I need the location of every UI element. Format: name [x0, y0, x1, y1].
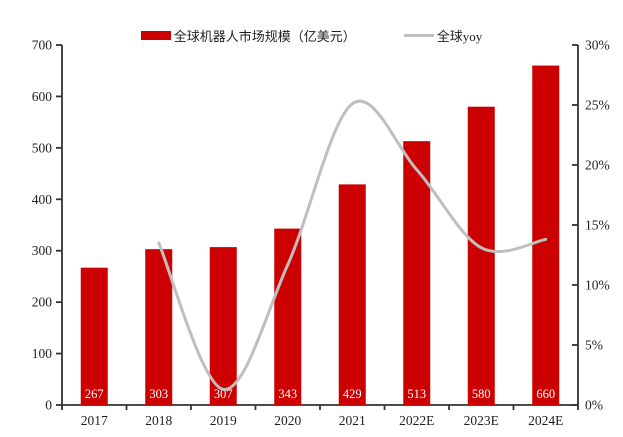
legend-label-yoy: 全球yoy: [436, 29, 483, 44]
bar-value-label: 267: [85, 387, 104, 401]
left-axis-tick-label: 100: [32, 346, 53, 361]
right-axis-tick-label: 10%: [585, 278, 610, 293]
left-axis-tick-label: 600: [32, 89, 53, 104]
x-axis-category-label: 2023E: [464, 413, 499, 428]
right-axis-tick-label: 25%: [585, 98, 610, 113]
x-axis-category-label: 2021: [339, 413, 366, 428]
bar-2017: [80, 267, 108, 405]
left-axis-tick-label: 500: [32, 140, 53, 155]
bar-2023E: [467, 106, 495, 405]
left-axis-tick-label: 700: [32, 38, 53, 53]
x-axis-category-label: 2024E: [528, 413, 563, 428]
legend-item-yoy: 全球yoy: [403, 26, 483, 45]
right-axis-tick-label: 30%: [585, 38, 610, 53]
right-axis-tick-label: 20%: [585, 158, 610, 173]
left-axis-tick-label: 300: [32, 243, 53, 258]
legend-item-market-size: 全球机器人市场规模（亿美元）: [140, 26, 356, 45]
left-axis-tick-label: 0: [45, 398, 52, 413]
left-axis-tick-label: 200: [32, 295, 53, 310]
bar-2019: [209, 247, 237, 405]
right-axis-tick-label: 5%: [585, 338, 603, 353]
bar-series-swatch: [140, 31, 171, 40]
bar-value-label: 429: [343, 387, 362, 401]
bar-2020: [274, 228, 302, 405]
bar-value-label: 307: [214, 387, 233, 401]
x-axis-category-label: 2017: [81, 413, 108, 428]
x-axis-category-label: 2020: [274, 413, 301, 428]
left-axis-tick-label: 400: [32, 192, 53, 207]
bar-value-label: 343: [278, 387, 297, 401]
bar-value-label: 660: [536, 387, 555, 401]
line-series-swatch: [403, 34, 434, 37]
bar-value-label: 513: [407, 387, 426, 401]
bar-2018: [145, 249, 173, 405]
yoy-line: [157, 99, 548, 391]
bar-value-label: 580: [472, 387, 491, 401]
bar-2021: [338, 184, 366, 405]
bar-2022E: [403, 141, 431, 405]
legend-label-market-size: 全球机器人市场规模（亿美元）: [173, 29, 356, 44]
x-axis-category-label: 2022E: [399, 413, 434, 428]
bar-2024E: [532, 65, 560, 406]
legend: 全球机器人市场规模（亿美元） 全球yoy: [0, 26, 623, 45]
right-axis-tick-label: 15%: [585, 218, 610, 233]
right-axis-tick-label: 0%: [585, 398, 603, 413]
x-axis-category-label: 2019: [210, 413, 237, 428]
x-axis-category-label: 2018: [145, 413, 172, 428]
bar-value-label: 303: [149, 387, 168, 401]
